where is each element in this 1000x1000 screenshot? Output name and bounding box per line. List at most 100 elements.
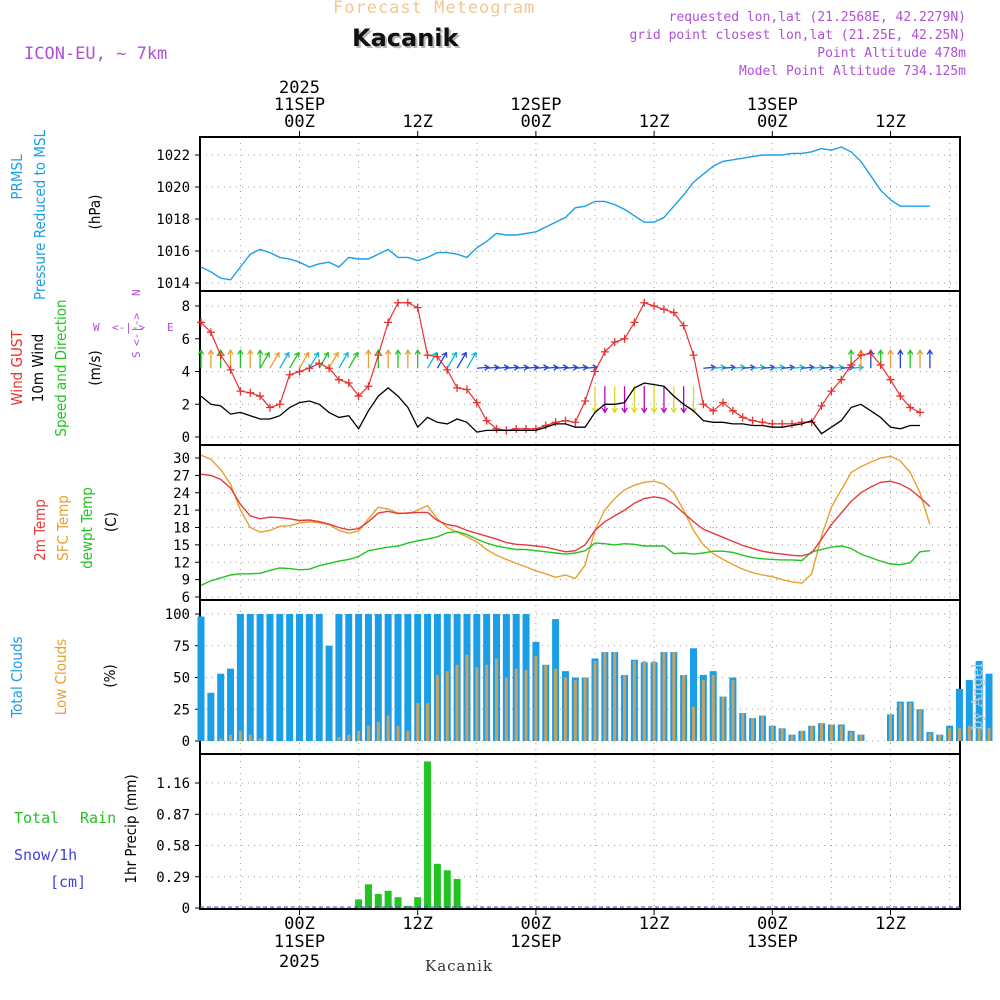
wind-direction-arrow [585,366,598,369]
wind-gust-marker [453,383,462,392]
wind-gust-marker [837,375,846,384]
wind-direction-arrow [801,366,814,369]
wind-direction-arrowhead [779,364,786,371]
low-clouds-bar [682,674,686,741]
temp-2m-label: 2m Temp [31,499,49,561]
low-clouds-bar [347,734,351,741]
wind-direction-label: Speed and Direction [52,299,70,436]
y-tick-label: 0.29 [156,870,190,886]
wind-gust-marker [827,387,836,396]
low-clouds-bar [544,664,548,741]
wind-direction-arrow [722,366,736,369]
low-clouds-bar [248,734,252,741]
footer-location: Kacanik [425,957,494,975]
point-altitude: Point Altitude 478m [817,46,966,61]
wind-direction-arrowhead [857,349,865,355]
wind-gust-marker [610,338,619,347]
wind-direction-arrow [821,366,834,369]
total-clouds-bar [266,614,274,741]
bottom-hour-label: 00Z [284,914,315,934]
total-clouds-bar [374,614,382,741]
top-hour-label: 00Z [284,112,315,132]
total-clouds-bar [424,614,432,741]
wind-gust-marker [856,351,865,360]
wind-gust-marker [581,396,590,405]
pressure-line [200,146,930,281]
wind-direction-arrow [476,366,489,369]
wind-direction-arrowhead [897,349,904,355]
compass-south: S [130,351,143,358]
total-clouds-bar [364,614,372,741]
wind-gust-marker [334,375,343,384]
low-clouds-bar [967,725,971,741]
total-clouds-bar [690,648,697,741]
wind-direction-arrowhead [680,407,687,414]
wind-direction-arrowhead [533,364,540,371]
precip-total-label: Total [14,809,59,827]
wind-direction-arrow [575,366,588,369]
total-clouds-bar [414,614,422,741]
precip-unit-label: 1hr Precip (mm) [122,774,140,883]
y-tick-label: 1.16 [156,776,190,792]
wind-gust-marker [443,365,452,374]
wind-gust-marker [630,318,639,327]
wind-direction-arrowhead [621,407,628,414]
wind-gust-marker [472,398,481,407]
low-clouds-bar [563,677,567,741]
wind-gust-marker [876,360,885,369]
wind-direction-arrowhead [660,407,668,414]
wind-gust-marker [482,416,491,425]
wind-gust-marker [197,318,205,327]
compass-north: N [130,289,143,296]
total-clouds-bar [315,614,323,741]
wind-direction-arrow [279,352,290,369]
wind-gust-marker [403,298,412,307]
y-tick-label: 8 [182,299,190,315]
y-tick-label: 9 [182,573,190,589]
wind-direction-arrow [269,352,280,369]
wind-direction-arrowhead [197,349,205,355]
wind-direction-arrowhead [503,364,510,371]
wind-direction-arrow [516,366,529,369]
wind-gust-marker [413,303,422,312]
low-clouds-bar [918,709,922,741]
low-clouds-bar [258,738,262,741]
grid-point-coords: grid point closest lon,lat (21.25E, 42.2… [629,28,966,43]
bottom-date-label: 12SEP [510,932,561,952]
wind-direction-arrowhead [749,364,756,371]
sfc-temp-label: SFC Temp [54,495,72,561]
y-tick-label: 0.58 [156,839,190,855]
rain-bar [414,897,422,908]
wind-gust-marker [265,403,274,412]
low-clouds-bar [504,677,508,741]
watermark: by Angel [968,663,986,730]
compass-east: E [167,321,174,334]
wind-direction-arrow [713,366,726,369]
low-clouds-bar [908,702,912,741]
total-clouds-bar [955,688,963,741]
low-clouds-bar [652,660,656,741]
wind-direction-arrowhead [293,351,300,358]
wind-gust-marker [886,375,895,384]
wind-direction-arrowhead [523,364,530,371]
y-tick-label: 2 [182,397,190,413]
rain-bar [355,899,363,908]
low-clouds-bar [593,660,597,741]
wind-direction-arrowhead [343,351,349,358]
total-clouds-bar [246,614,254,741]
y-tick-label: 6 [182,590,190,606]
wind-direction-arrowhead [256,349,264,355]
wind-direction-arrow [308,352,319,369]
wind-gust-marker [916,408,925,417]
wind-direction-arrowhead [572,364,579,371]
model-label: ICON-EU, ~ 7km [24,44,168,64]
total-clouds-bar [296,614,303,741]
wind-direction-arrowhead [611,407,618,414]
wind-direction-arrow [496,366,509,369]
wind-direction-arrowhead [431,351,438,358]
wind-10m-label: 10m Wind [29,334,47,403]
sfc-temp-line [200,454,931,584]
wind-direction-arrowhead [484,364,490,371]
low-clouds-bar [948,728,952,741]
total-clouds-bar [197,616,205,741]
